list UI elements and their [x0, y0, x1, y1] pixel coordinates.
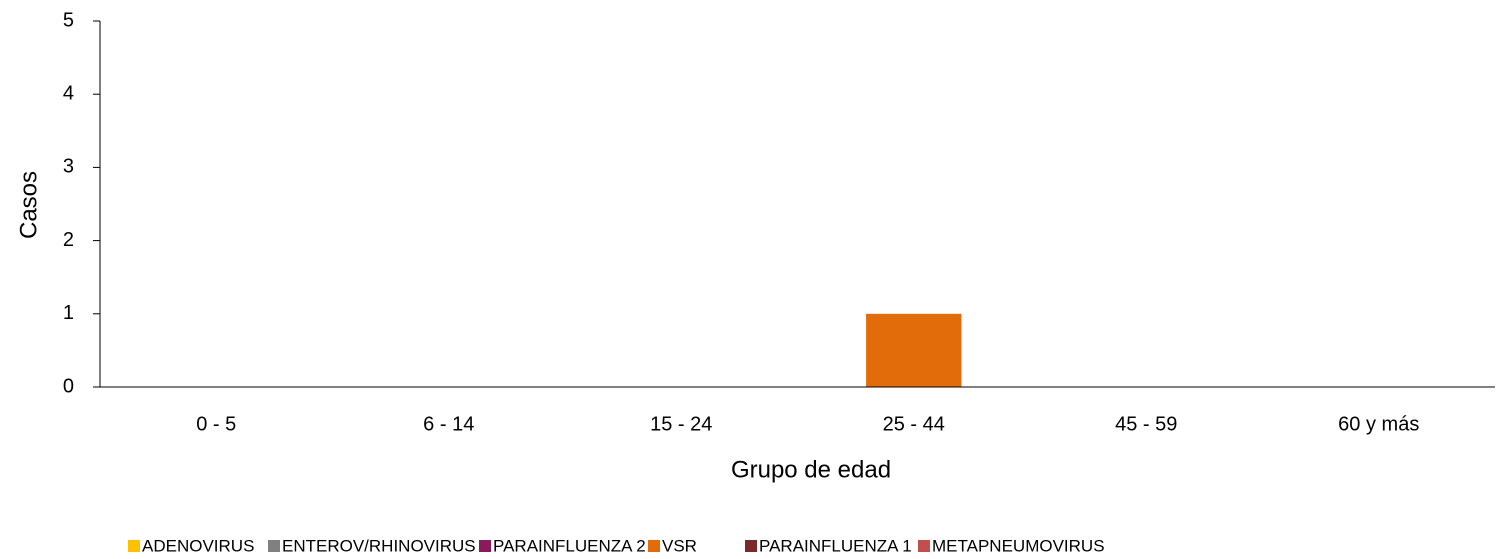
- x-tick-label: 0 - 5: [196, 413, 236, 435]
- legend-swatch: [745, 540, 757, 552]
- y-tick-label: 5: [63, 9, 74, 31]
- y-tick-label: 0: [63, 375, 74, 397]
- x-tick-label: 25 - 44: [883, 413, 945, 435]
- legend-label: METAPNEUMOVIRUS: [932, 536, 1105, 555]
- bar-segment: [866, 313, 962, 387]
- y-tick-label: 2: [63, 229, 74, 251]
- legend-label: PARAINFLUENZA 2: [493, 536, 646, 555]
- x-tick-label: 15 - 24: [650, 413, 712, 435]
- legend-swatch: [918, 540, 930, 552]
- x-tick-label: 6 - 14: [423, 413, 474, 435]
- legend-swatch: [479, 540, 491, 552]
- y-tick-label: 1: [63, 302, 74, 324]
- legend-swatch: [268, 540, 280, 552]
- y-axis-title: Casos: [15, 171, 42, 239]
- legend-label: ADENOVIRUS: [142, 536, 254, 555]
- legend-swatch: [128, 540, 140, 552]
- legend-label: PARAINFLUENZA 1: [759, 536, 912, 555]
- y-tick-label: 3: [63, 156, 74, 178]
- legend-label: VSR: [662, 536, 697, 555]
- legend-label: ENTEROV/RHINOVIRUS: [282, 536, 476, 555]
- legend-swatch: [648, 540, 660, 552]
- x-tick-label: 45 - 59: [1115, 413, 1177, 435]
- y-tick-label: 4: [63, 82, 74, 104]
- x-tick-label: 60 y más: [1338, 413, 1419, 435]
- x-axis-title: Grupo de edad: [731, 456, 891, 483]
